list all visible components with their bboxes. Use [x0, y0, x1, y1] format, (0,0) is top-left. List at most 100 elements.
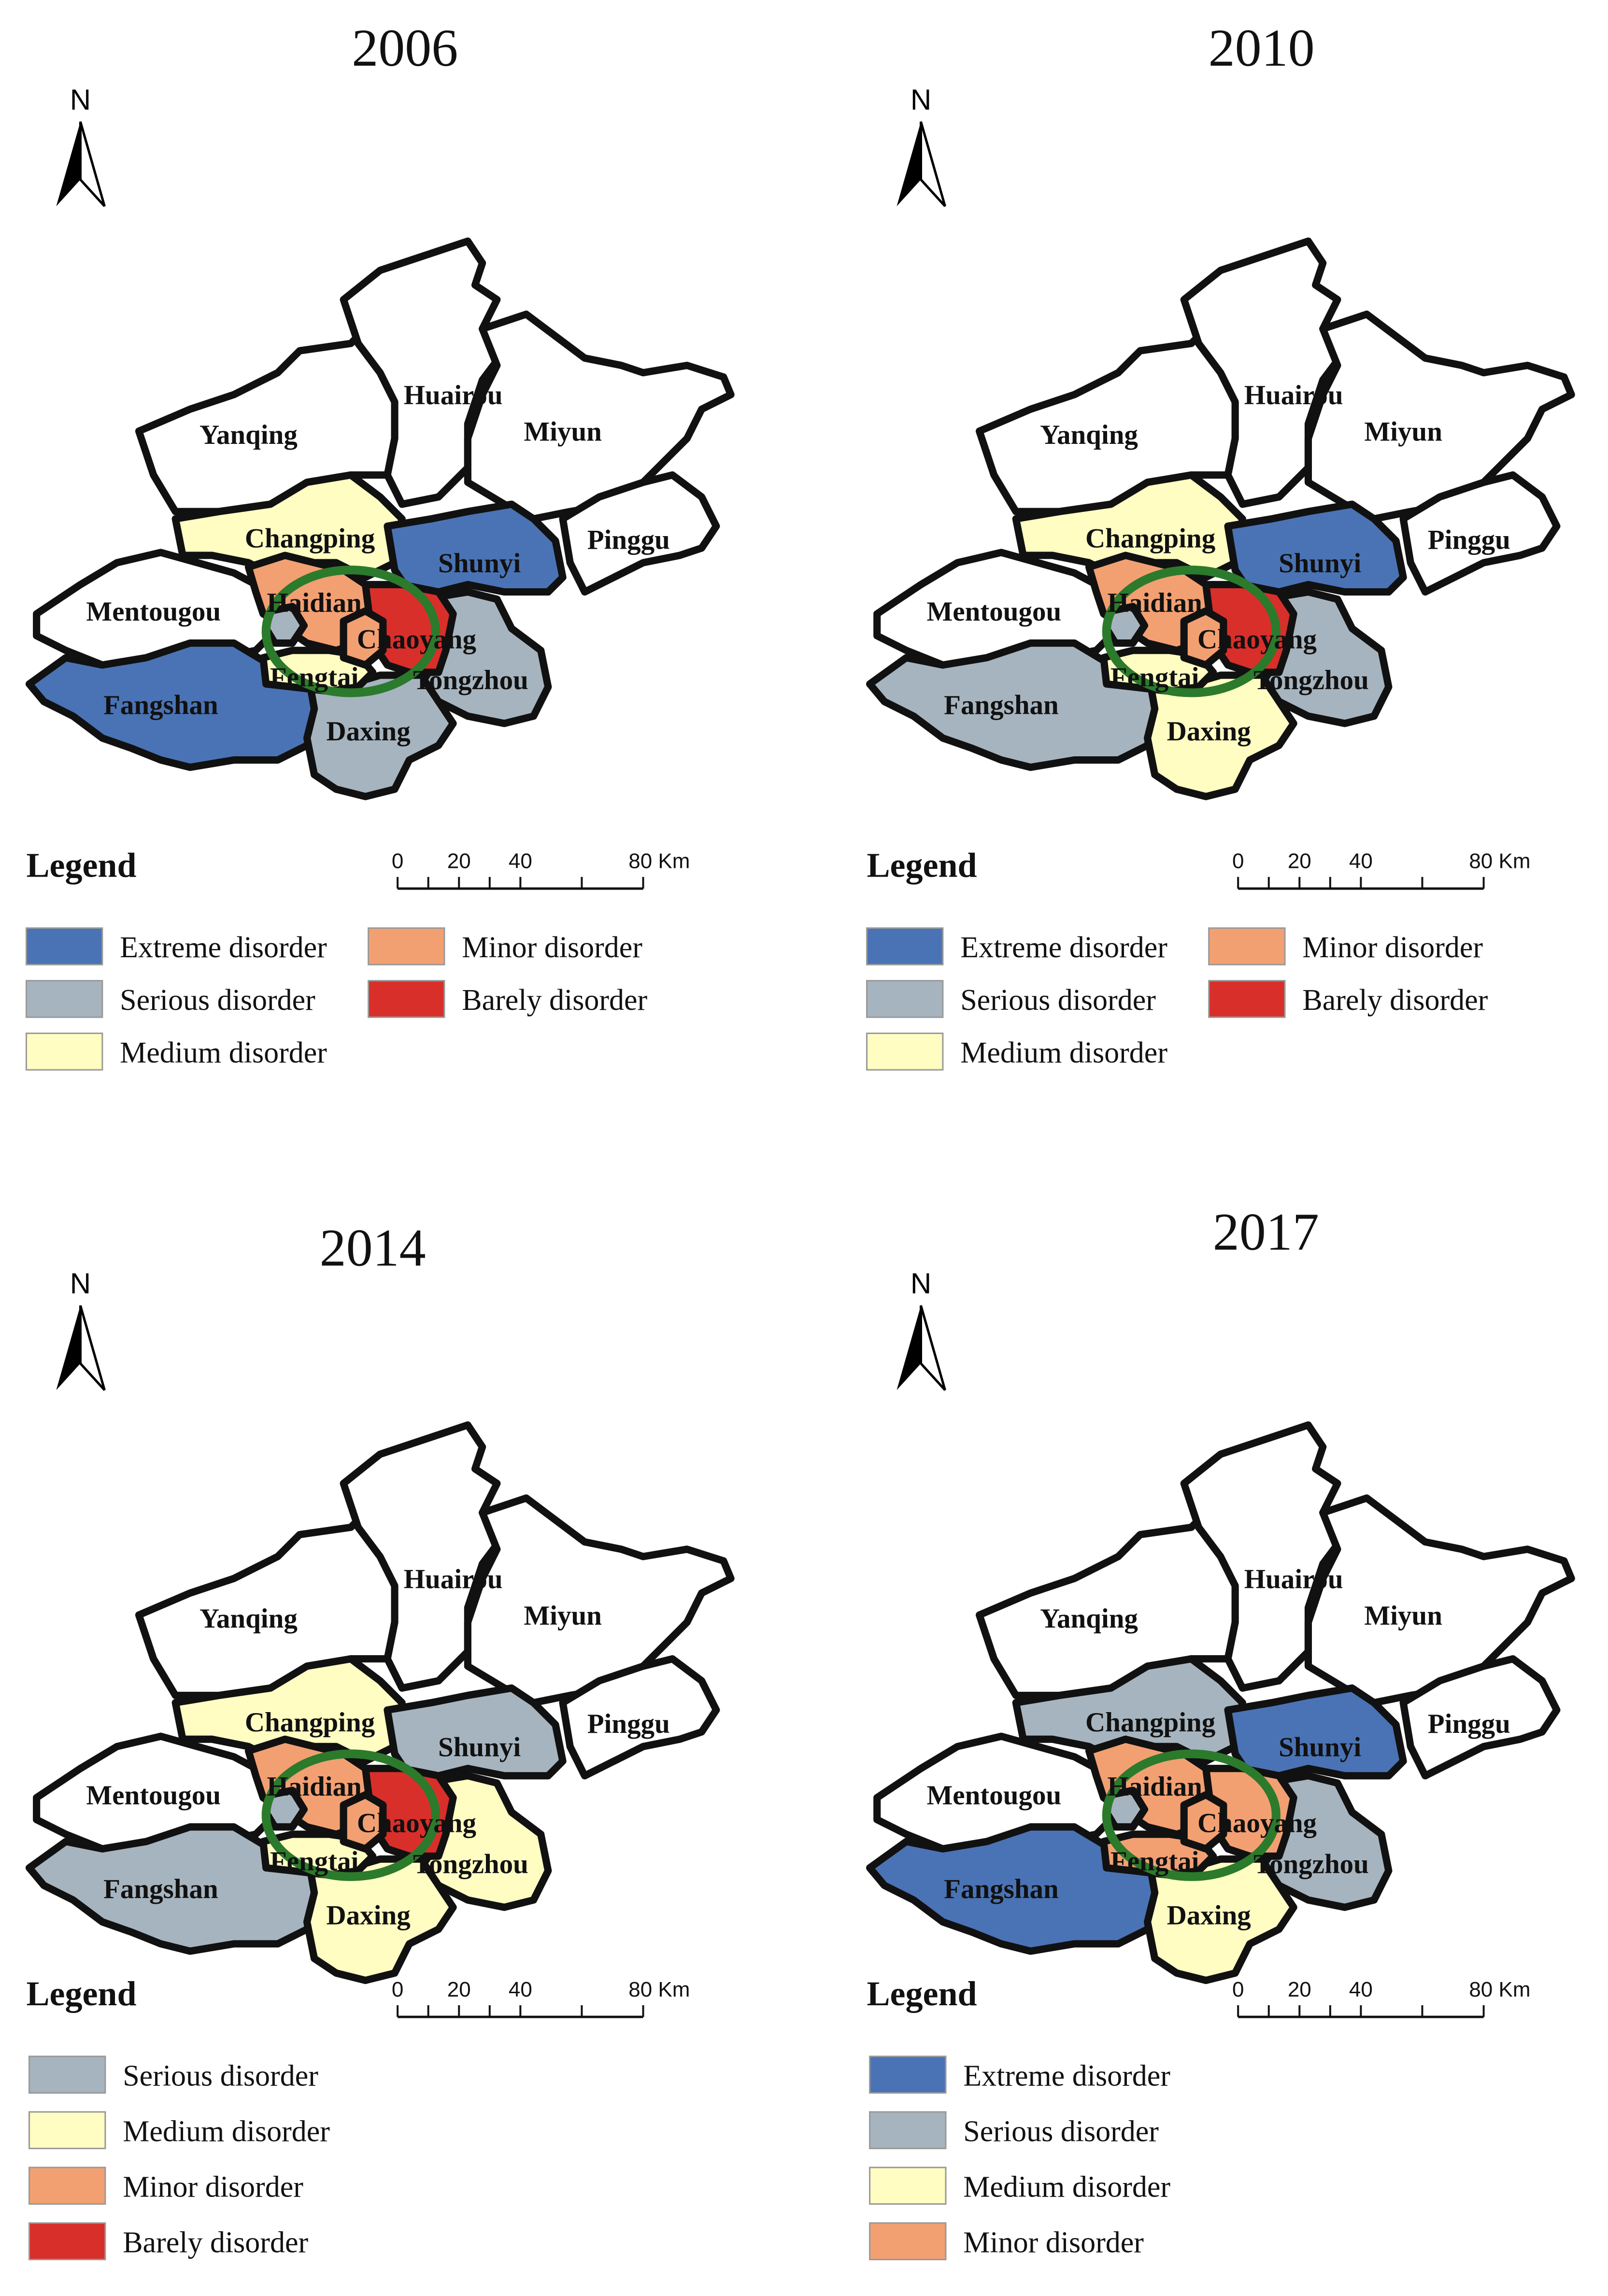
district-core [1180, 1791, 1227, 1853]
district-label-changping: Changping [1085, 524, 1215, 554]
map-panel-2006: 2006 N Yanqing Huairou Miyun Pinggu Changping S… [25, 18, 735, 1071]
district-pinggu [1399, 471, 1561, 596]
district-label-chaoyang: Chaoyang [357, 624, 476, 654]
district-daxing [303, 1855, 457, 1984]
legend-label: Minor disorder [1302, 931, 1483, 964]
district-daxing [1144, 1855, 1297, 1984]
core-ring [1102, 1749, 1281, 1881]
district-label-haidian: Haidian [267, 588, 361, 618]
map-year-title: 2010 [1209, 18, 1315, 77]
district-label-changping: Changping [1085, 1707, 1215, 1738]
legend-swatch [28, 2055, 106, 2094]
legend-label: Medium disorder [123, 2115, 330, 2148]
legend-swatch [25, 1033, 103, 1071]
legend-label: Serious disorder [123, 2059, 318, 2092]
scale-tick-label: 0 [392, 850, 403, 873]
district-map [25, 1421, 735, 1984]
legend-swatch [1208, 927, 1286, 965]
legend-title: Legend [26, 1974, 136, 2013]
district-label-daxing: Daxing [1167, 716, 1251, 747]
district-miyun [1304, 311, 1575, 523]
district-miyun [1304, 1494, 1575, 1707]
district-label-fangshan: Fangshan [103, 1874, 218, 1904]
district-label-fengtai: Fengtai [270, 1846, 359, 1876]
district-label-mentougou: Mentougou [86, 596, 221, 627]
district-label-pinggu: Pinggu [1428, 1709, 1510, 1739]
scale-tick-label: 80 Km [628, 1978, 690, 2001]
legend-swatch [368, 927, 445, 965]
legend-swatch [869, 2055, 947, 2094]
map-panel-2010: 2010 N Yanqing Huairou Miyun Pinggu Changping S… [866, 18, 1575, 1071]
district-label-haidian: Haidian [267, 1772, 361, 1802]
district-label-tongzhou: Tongzhou [1253, 1849, 1369, 1879]
district-pinggu [1399, 1655, 1561, 1780]
scale-tick-label: 40 [509, 1978, 532, 2001]
legend-label: Extreme disorder [960, 931, 1167, 964]
district-label-tongzhou: Tongzhou [413, 1849, 528, 1879]
legend: Legend Serious disorder Medium disorder Min… [26, 1974, 330, 2261]
legend-label: Serious disorder [960, 984, 1156, 1017]
scale-tick-label: 40 [509, 850, 532, 873]
core-ring [261, 1749, 440, 1881]
district-label-huairou: Huairou [1244, 380, 1343, 411]
district-pinggu [559, 1655, 720, 1780]
scale-bar: 0 20 40 80 Km [392, 850, 690, 890]
district-pinggu [559, 471, 720, 596]
district-label-fangshan: Fangshan [944, 1874, 1059, 1904]
legend-swatch [28, 2222, 106, 2261]
legend-label: Barely disorder [1302, 984, 1488, 1017]
district-label-huairou: Huairou [404, 1564, 503, 1594]
legend-swatch [869, 2222, 947, 2261]
map-panel-2014: 2014 N Yanqing Huairou Miyun Pinggu Changping S… [25, 1219, 735, 2261]
district-label-chaoyang: Chaoyang [357, 1808, 476, 1839]
legend-title: Legend [26, 846, 136, 885]
district-label-yanqing: Yanqing [1040, 420, 1138, 450]
legend-label: Minor disorder [123, 2170, 303, 2203]
legend-title: Legend [867, 1974, 977, 2013]
legend-swatch [25, 927, 103, 965]
district-miyun [464, 1494, 735, 1707]
scale-tick-label: 0 [1232, 1978, 1244, 2001]
legend-swatch [869, 2167, 947, 2205]
district-label-chaoyang: Chaoyang [1197, 624, 1317, 654]
legend-label: Minor disorder [963, 2226, 1144, 2259]
legend-label: Serious disorder [120, 984, 315, 1017]
scale-tick-label: 0 [392, 1978, 403, 2001]
scale-tick-label: 20 [1288, 850, 1311, 873]
district-label-shunyi: Shunyi [1279, 1732, 1361, 1762]
scale-tick-label: 40 [1349, 850, 1373, 873]
district-label-huairou: Huairou [404, 380, 503, 411]
legend-swatch [28, 2167, 106, 2205]
north-arrow-icon: N [56, 84, 106, 207]
legend-label: Extreme disorder [963, 2059, 1170, 2092]
legend-swatch [866, 980, 944, 1018]
district-label-mentougou: Mentougou [926, 596, 1061, 627]
map-year-title: 2014 [320, 1219, 426, 1277]
district-label-yanqing: Yanqing [199, 1603, 298, 1634]
district-daxing [1144, 671, 1297, 800]
district-label-shunyi: Shunyi [1279, 548, 1361, 579]
legend-label: Medium disorder [960, 1036, 1167, 1069]
legend-title: Legend [867, 846, 977, 885]
district-core [1180, 607, 1227, 669]
district-daxing [303, 671, 457, 800]
district-map [866, 1421, 1575, 1984]
district-label-changping: Changping [245, 1707, 375, 1738]
legend: Legend Extreme disorder Serious disorder Me… [867, 1974, 1170, 2261]
district-label-miyun: Miyun [524, 417, 602, 447]
legend-label: Extreme disorder [120, 931, 327, 964]
legend-swatch [25, 980, 103, 1018]
district-label-fengtai: Fengtai [270, 662, 359, 693]
svg-text:N: N [70, 1267, 91, 1300]
district-map [866, 237, 1575, 800]
district-label-miyun: Miyun [524, 1601, 602, 1631]
district-label-pinggu: Pinggu [587, 1709, 670, 1739]
legend-swatch [866, 1033, 944, 1071]
district-label-mentougou: Mentougou [86, 1780, 221, 1811]
district-label-fangshan: Fangshan [103, 690, 218, 721]
district-label-haidian: Haidian [1107, 588, 1202, 618]
district-label-fengtai: Fengtai [1110, 662, 1199, 693]
legend-swatch [869, 2111, 947, 2150]
district-label-fangshan: Fangshan [944, 690, 1059, 721]
core-ring [261, 566, 440, 697]
